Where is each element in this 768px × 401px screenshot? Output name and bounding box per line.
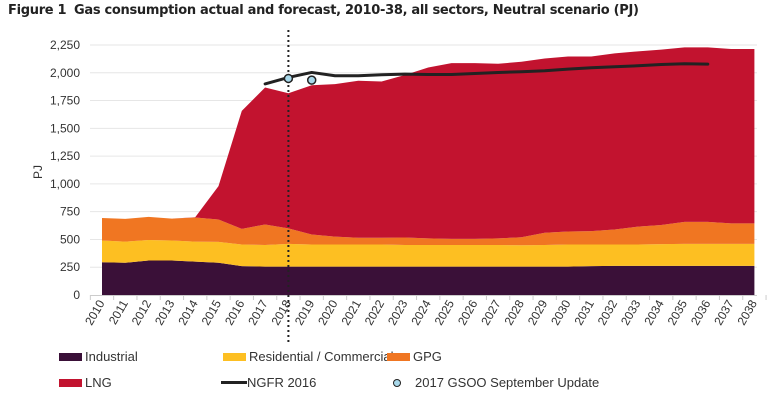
x-tick-label: 2010 bbox=[82, 297, 108, 327]
x-tick-label: 2017 bbox=[245, 297, 271, 327]
legend-label: NGFR 2016 bbox=[247, 375, 317, 390]
x-tick-label: 2014 bbox=[175, 297, 201, 327]
legend-swatch bbox=[59, 378, 82, 387]
area-residential-commercial bbox=[102, 240, 755, 267]
line-ngfr-2016 bbox=[263, 62, 710, 86]
point-gsoo-2017 bbox=[283, 73, 294, 84]
x-tick-label: 2033 bbox=[618, 297, 644, 327]
x-tick-label: 2022 bbox=[362, 297, 388, 327]
legend-ngfr: NGFR 2016 bbox=[221, 375, 316, 390]
y-tick-label: 1,250 bbox=[50, 149, 80, 163]
legend-label: Industrial bbox=[85, 349, 138, 364]
x-tick-label: 2019 bbox=[292, 297, 318, 327]
area-lng bbox=[102, 47, 755, 239]
y-tick-label: 0 bbox=[73, 288, 80, 302]
x-tick-label: 2035 bbox=[665, 297, 691, 327]
legend-swatch bbox=[221, 381, 247, 384]
legend-residential: Residential / Commercial bbox=[223, 349, 394, 364]
legend-label: GPG bbox=[413, 349, 442, 364]
x-tick-label: 2028 bbox=[502, 297, 528, 327]
legend-label: 2017 GSOO September Update bbox=[415, 375, 600, 390]
x-tick-label: 2032 bbox=[595, 297, 621, 327]
x-tick-label: 2018 bbox=[269, 297, 295, 327]
y-tick-label: 1,500 bbox=[50, 121, 80, 135]
figure-label: Figure 1 bbox=[8, 3, 67, 18]
x-tick-label: 2024 bbox=[408, 297, 434, 327]
y-tick-label: 1,750 bbox=[50, 94, 80, 108]
point-gsoo-2017 bbox=[306, 75, 317, 85]
legend-gpg: GPG bbox=[387, 349, 442, 364]
x-tick-label: 2025 bbox=[432, 297, 458, 327]
x-tick-label: 2023 bbox=[385, 297, 411, 327]
x-tick-label: 2012 bbox=[129, 297, 155, 327]
x-tick-label: 2034 bbox=[641, 297, 667, 327]
x-tick-label: 2027 bbox=[478, 297, 504, 327]
x-tick-label: 2026 bbox=[455, 297, 481, 327]
x-tick-label: 2016 bbox=[222, 297, 248, 327]
x-tick-label: 2037 bbox=[711, 297, 737, 327]
x-tick-label: 2038 bbox=[735, 297, 761, 327]
y-tick-label: 1,000 bbox=[50, 177, 80, 191]
x-tick-label: 2020 bbox=[315, 297, 341, 327]
legend-marker bbox=[393, 378, 401, 387]
legend-swatch bbox=[59, 352, 82, 361]
area-industrial bbox=[102, 260, 755, 295]
x-tick-label: 2015 bbox=[199, 297, 225, 327]
x-tick-label: 2031 bbox=[571, 297, 597, 327]
x-tick-label: 2021 bbox=[338, 297, 364, 327]
legend-industrial: Industrial bbox=[59, 349, 138, 364]
legend-swatch bbox=[223, 352, 246, 361]
legend-label: LNG bbox=[85, 375, 112, 390]
x-tick-label: 2011 bbox=[106, 297, 131, 327]
area-gpg bbox=[102, 216, 755, 246]
y-tick-label: 250 bbox=[60, 260, 80, 274]
legend-label: Residential / Commercial bbox=[249, 349, 394, 364]
y-tick-label: 2,000 bbox=[50, 66, 80, 80]
y-tick-label: 2,250 bbox=[50, 38, 80, 52]
chart-title: Figure 1 Gas consumption actual and forec… bbox=[8, 3, 639, 18]
y-tick-label: 500 bbox=[60, 232, 80, 246]
x-tick-label: 2030 bbox=[548, 297, 574, 327]
legend-lng: LNG bbox=[59, 375, 112, 390]
y-tick-label: 750 bbox=[60, 205, 80, 219]
legend-gsoo: 2017 GSOO September Update bbox=[393, 375, 599, 390]
x-tick-label: 2036 bbox=[688, 297, 714, 327]
x-tick-label: 2029 bbox=[525, 297, 551, 327]
chart-title-text: Gas consumption actual and forecast, 201… bbox=[74, 3, 639, 18]
legend-swatch bbox=[387, 352, 410, 361]
x-tick-label: 2013 bbox=[152, 297, 178, 327]
y-axis-label: PJ bbox=[31, 165, 45, 179]
